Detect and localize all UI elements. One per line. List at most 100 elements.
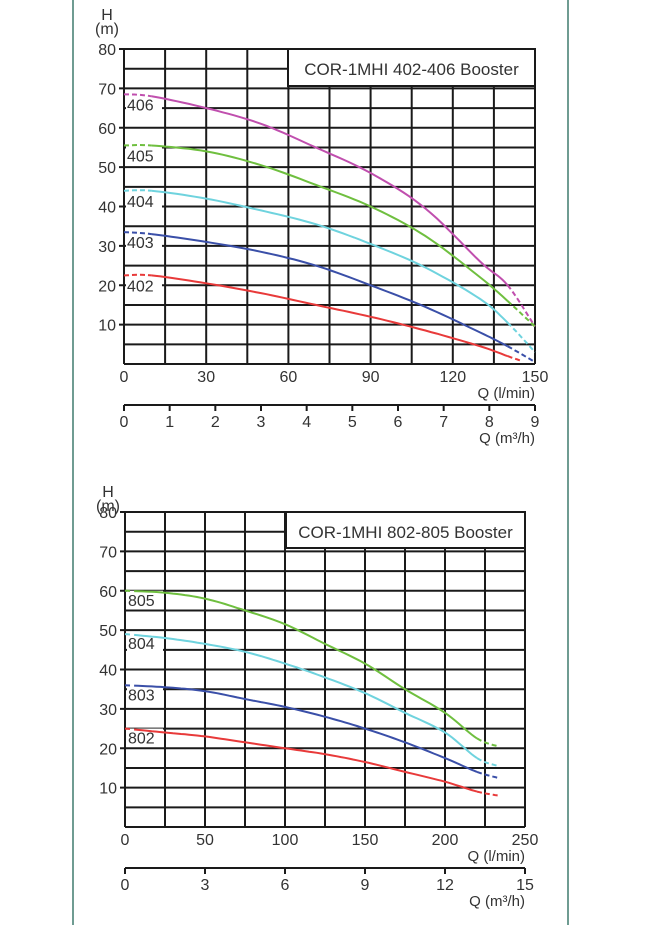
curve-405	[151, 144, 509, 302]
curve-402-dashed-end	[507, 355, 523, 362]
y-axis-unit: (m)	[95, 21, 119, 38]
series-label-bg	[127, 685, 163, 704]
series-label-bg	[126, 95, 162, 114]
page-border-left	[72, 0, 74, 925]
curve-803	[134, 684, 478, 773]
series-label-404: 404	[127, 194, 154, 211]
y-tick-label: 40	[98, 200, 116, 217]
x-tick-label: 30	[197, 369, 215, 386]
y-tick-label: 30	[98, 239, 116, 256]
x2-tick-label: 6	[394, 414, 403, 431]
y-tick-label: 70	[98, 81, 116, 98]
x-tick-label: 0	[121, 832, 130, 849]
chart-title: COR-1MHI 802-805 Booster	[298, 523, 513, 542]
series-label-803: 803	[128, 687, 155, 704]
curve-403	[151, 233, 509, 348]
y-tick-label: 10	[98, 318, 116, 335]
curve-403-dashed-start	[123, 231, 152, 236]
x-tick-label: 90	[362, 369, 380, 386]
chart-1: COR-1MHI 802-805 Booster8058048038021020…	[96, 484, 538, 910]
x2-axis-label: Q (m³/h)	[469, 893, 525, 910]
y-tick-label: 20	[99, 741, 117, 758]
series-label-bg	[127, 590, 163, 609]
series-label-bg	[126, 146, 162, 165]
series-label-bg	[126, 191, 162, 210]
curve-805-dashed-end	[476, 737, 499, 748]
series-label-bg	[127, 728, 163, 747]
curve-802	[134, 728, 478, 793]
x-tick-label: 0	[120, 369, 129, 386]
x-tick-label: 120	[439, 369, 466, 386]
curve-402	[151, 274, 508, 358]
series-label-bg	[126, 276, 162, 295]
x2-tick-label: 0	[120, 414, 129, 431]
curve-803-dashed-end	[476, 770, 499, 779]
curve-402-dashed-start	[124, 273, 152, 277]
curve-802-dashed-end	[476, 790, 498, 797]
x2-tick-label: 2	[211, 414, 220, 431]
curve-405-dashed-end	[506, 300, 536, 328]
y-tick-label: 80	[98, 42, 116, 59]
y-tick-label: 40	[99, 663, 117, 680]
curve-406-dashed-end	[506, 284, 536, 328]
series-label-bg	[126, 233, 162, 252]
series-label-bg	[127, 634, 163, 653]
curve-406	[151, 95, 509, 286]
x-tick-label: 60	[280, 369, 298, 386]
y-axis-unit: (m)	[96, 498, 120, 515]
x-tick-label: 50	[196, 832, 214, 849]
curve-405-dashed-start	[123, 144, 152, 147]
chart-0: COR-1MHI 402-406 Booster4064054044034021…	[95, 7, 548, 447]
chart-title: COR-1MHI 402-406 Booster	[304, 60, 519, 79]
y-tick-label: 80	[99, 505, 117, 522]
x2-tick-label: 12	[436, 877, 454, 894]
curve-404-dashed-start	[123, 189, 152, 192]
curve-404-dashed-end	[506, 321, 536, 353]
x2-tick-label: 6	[281, 877, 290, 894]
y-tick-label: 20	[98, 278, 116, 295]
curve-804-dashed-end	[476, 757, 499, 767]
x2-tick-label: 1	[165, 414, 174, 431]
x2-tick-label: 3	[257, 414, 266, 431]
x-tick-label: 150	[522, 369, 549, 386]
series-label-802: 802	[128, 731, 155, 748]
series-label-405: 405	[127, 148, 154, 165]
curve-804-dashed-start	[124, 633, 131, 636]
x-tick-label: 100	[272, 832, 299, 849]
x2-tick-label: 5	[348, 414, 357, 431]
x2-tick-label: 15	[516, 877, 534, 894]
x-tick-label: 150	[352, 832, 379, 849]
curve-802-dashed-start	[124, 727, 131, 731]
y-axis-label: H	[101, 7, 113, 24]
x2-tick-label: 3	[201, 877, 210, 894]
curve-805	[134, 590, 478, 740]
x2-tick-label: 0	[121, 877, 130, 894]
curve-404	[151, 189, 509, 324]
chart-title-box	[287, 48, 536, 87]
series-label-805: 805	[128, 593, 155, 610]
series-label-402: 402	[127, 278, 154, 295]
x-tick-label: 250	[512, 832, 539, 849]
x2-tick-label: 9	[361, 877, 370, 894]
y-tick-label: 50	[99, 623, 117, 640]
x-axis-label: Q (l/min)	[478, 385, 536, 402]
curve-804	[134, 633, 478, 759]
y-tick-label: 60	[98, 121, 116, 138]
x2-tick-label: 4	[302, 414, 311, 431]
y-tick-label: 70	[99, 544, 117, 561]
x-axis-label: Q (l/min)	[468, 848, 526, 865]
series-label-403: 403	[127, 235, 154, 252]
x2-tick-label: 7	[439, 414, 448, 431]
curve-406-dashed-start	[123, 93, 152, 98]
y-tick-label: 50	[98, 160, 116, 177]
y-tick-label: 60	[99, 584, 117, 601]
series-label-406: 406	[127, 97, 154, 114]
y-tick-label: 30	[99, 702, 117, 719]
x2-tick-label: 9	[531, 414, 540, 431]
x-tick-label: 200	[432, 832, 459, 849]
chart-title-box	[285, 511, 526, 549]
y-axis-label: H	[102, 484, 114, 501]
x2-tick-label: 8	[485, 414, 494, 431]
curve-403-dashed-end	[507, 345, 536, 363]
